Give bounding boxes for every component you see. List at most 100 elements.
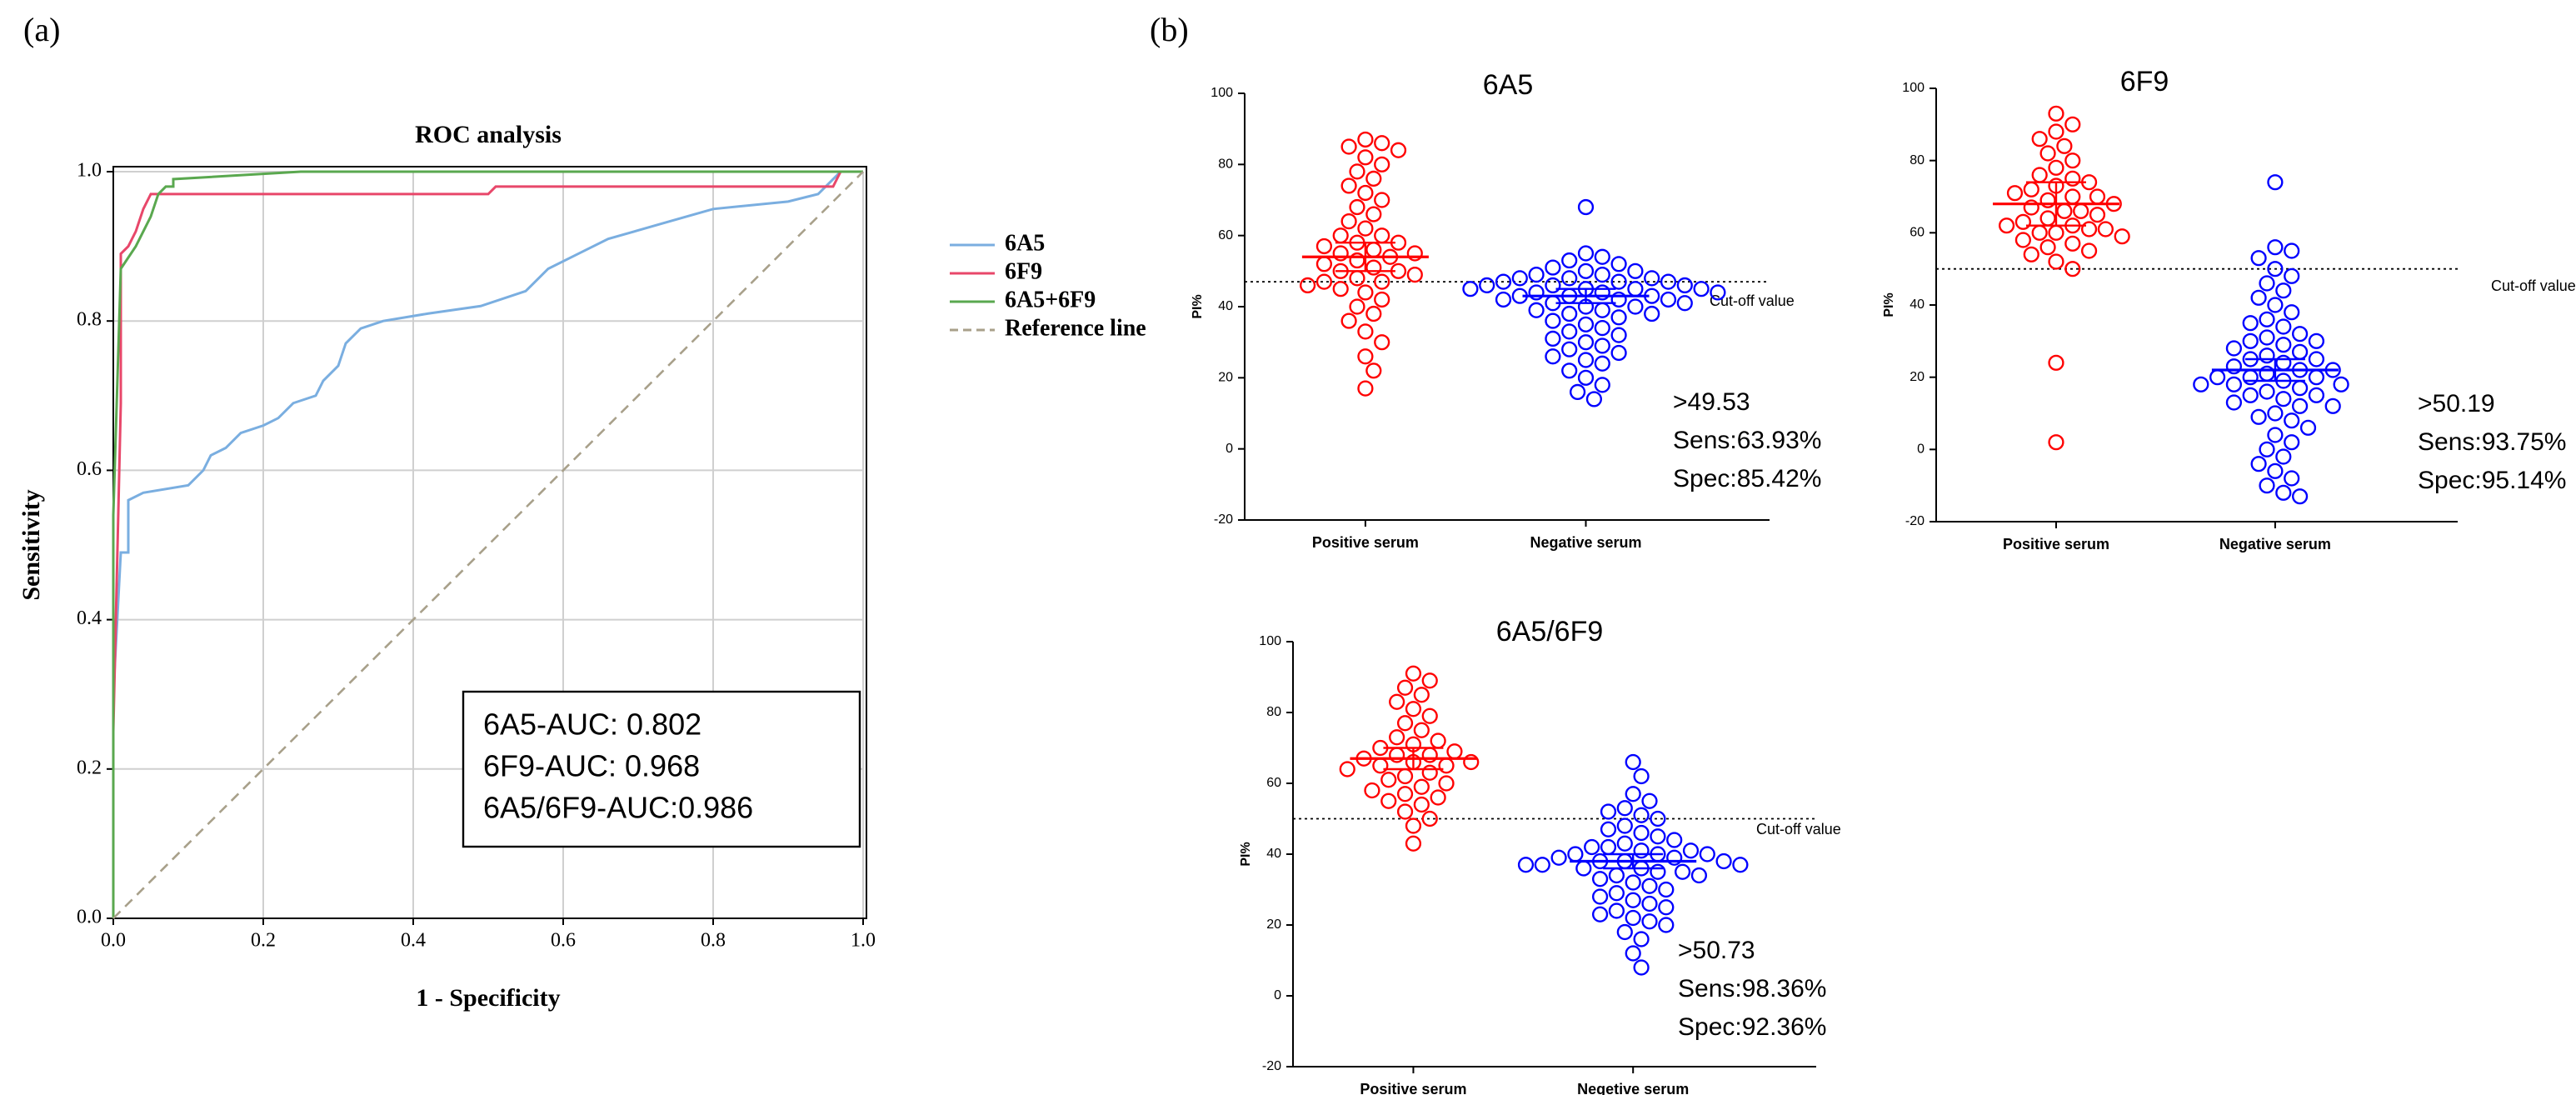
data-point [2048, 434, 2064, 451]
y-tick-label: 0.8 [77, 309, 102, 331]
data-point [1633, 768, 1650, 785]
data-point [1340, 178, 1357, 194]
data-point [1528, 284, 1545, 301]
data-point [1633, 959, 1650, 976]
data-point [1561, 270, 1578, 287]
data-point [2039, 239, 2056, 256]
data-point [2259, 311, 2275, 328]
data-point [2031, 224, 2048, 241]
data-point [1644, 270, 1660, 287]
x-tick-label: 1.0 [851, 930, 876, 952]
data-point [1569, 383, 1586, 400]
y-tick-label: 100 [1259, 634, 1281, 648]
chart-title: 6A5 [1483, 69, 1534, 101]
cutoff-label: Cut-off value [1710, 292, 1795, 309]
data-point [1658, 917, 1675, 933]
data-point [2064, 116, 2081, 132]
data-point [1421, 764, 1438, 781]
data-point [2064, 261, 2081, 278]
data-point [1575, 860, 1592, 877]
data-point [1608, 867, 1625, 884]
data-point [2242, 369, 2259, 386]
data-point [1666, 832, 1683, 848]
data-point [1625, 909, 1641, 927]
data-point [1357, 184, 1374, 202]
x-tick-label: 0.6 [551, 930, 576, 952]
data-point [2080, 221, 2098, 238]
data-point [1600, 838, 1617, 856]
data-point [1616, 818, 1633, 834]
data-point [1495, 273, 1512, 290]
data-point [1610, 344, 1627, 362]
data-point [1389, 729, 1405, 746]
data-point [1405, 835, 1422, 852]
data-point [1658, 899, 1675, 916]
y-tick-label: 40 [1218, 299, 1233, 313]
x-tick-label: Positive serum [1360, 1081, 1466, 1095]
data-point [1365, 305, 1382, 322]
data-point [2080, 242, 2098, 259]
data-point [2073, 202, 2089, 219]
data-point [2048, 224, 2064, 241]
roc-curve [112, 170, 863, 918]
data-point [2039, 145, 2056, 162]
data-point [2292, 326, 2309, 342]
y-axis-label: Sensitivity [17, 489, 45, 600]
data-point [1693, 281, 1710, 298]
data-point [1446, 743, 1463, 760]
y-tick-label: 100 [1902, 81, 1925, 95]
y-tick-label: 0.2 [77, 757, 102, 778]
data-point [2023, 246, 2039, 262]
data-point [1463, 753, 1480, 771]
roc-curve [112, 170, 863, 918]
data-point [1495, 291, 1512, 308]
data-point [2259, 383, 2275, 400]
y-tick-label: 60 [1910, 226, 1925, 240]
y-tick-label: 20 [1266, 918, 1281, 932]
data-point [1340, 312, 1357, 329]
data-point [1357, 220, 1374, 237]
data-point [1349, 163, 1365, 180]
x-tick-label: Negative serum [1530, 534, 1641, 551]
data-point [1545, 312, 1561, 329]
data-point [2064, 170, 2081, 187]
data-point [1577, 262, 1595, 279]
data-point [2250, 408, 2267, 425]
data-point [2308, 332, 2324, 349]
legend-label: 6F9 [1005, 258, 1042, 284]
data-point [1577, 369, 1595, 386]
data-point [2333, 376, 2349, 392]
roc-curve [112, 171, 864, 919]
data-point [1438, 758, 1455, 774]
roc-curve [112, 170, 863, 918]
data-point [1633, 807, 1650, 823]
data-point [1545, 277, 1561, 293]
data-point [1625, 892, 1641, 908]
data-point [1641, 895, 1658, 912]
data-point [1534, 857, 1550, 873]
data-point [1357, 149, 1374, 166]
cutoff-label: Cut-off value [2491, 278, 2576, 294]
data-point [1396, 679, 1414, 696]
x-tick-label: 0.0 [101, 930, 126, 952]
x-tick-label: Negative serum [2219, 536, 2331, 552]
data-point [2284, 470, 2300, 487]
data-point [1577, 198, 1595, 216]
data-point [1594, 355, 1610, 372]
data-point [1545, 330, 1561, 347]
data-point [2048, 253, 2064, 270]
data-point [1374, 273, 1390, 290]
x-tick-label: 0.2 [251, 930, 276, 952]
data-point [1591, 888, 1609, 905]
data-point [1666, 849, 1683, 866]
y-tick-label: 1.0 [77, 160, 102, 182]
data-point [1650, 810, 1666, 828]
data-point [2259, 275, 2275, 292]
data-point [2225, 376, 2242, 392]
data-point [2250, 289, 2267, 306]
data-point [1349, 252, 1365, 269]
data-point [2267, 427, 2284, 443]
data-point [1561, 341, 1578, 358]
data-point [2259, 348, 2275, 364]
data-point [2324, 398, 2341, 414]
